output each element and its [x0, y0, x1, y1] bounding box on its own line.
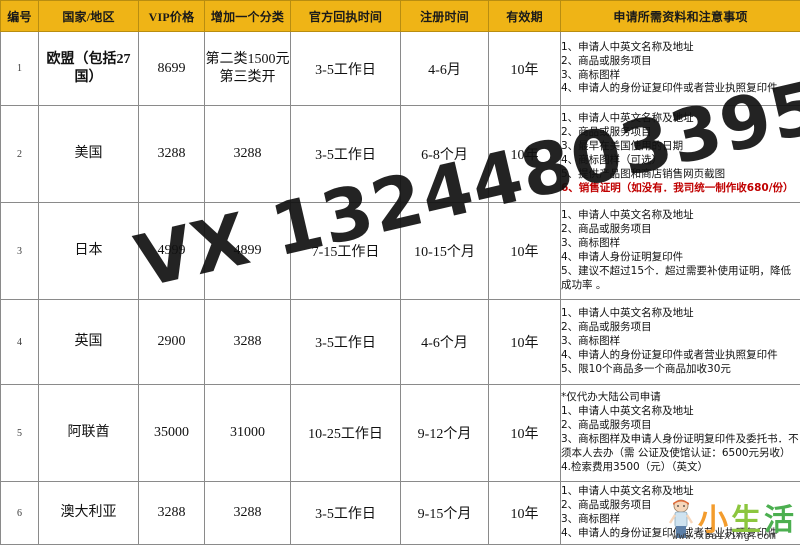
cell-vip-price[interactable]: 4999: [138, 202, 205, 300]
table-row[interactable]: 5 阿联酋 35000 31000 10-25工作日 9-12个月 10年 *仅代办大陆公司申…: [0, 384, 800, 482]
table-row[interactable]: 6 澳大利亚 3288 3288 3-5工作日 9-15个月 10年 1、申请人中英文名称及地…: [0, 481, 800, 545]
note-line: 1、申请人中英文名称及地址: [561, 405, 694, 418]
note-line: 3、商标图样: [561, 237, 621, 250]
cell-extra-class[interactable]: 第二类1500元第三类开: [204, 31, 291, 106]
cell-extra-class[interactable]: 4899: [204, 202, 291, 300]
note-line: 4、申请人的身份证复印件或者营业执照复印件: [561, 348, 778, 361]
note-line: 2、商品或服务项目: [561, 321, 652, 334]
note-line: 3、最早在美国使用的日期: [561, 140, 684, 153]
column-header-country[interactable]: 国家/地区: [38, 0, 139, 32]
cell-receipt-time[interactable]: 3-5工作日: [290, 105, 401, 203]
cell-vip-price[interactable]: 2900: [138, 299, 205, 385]
note-line: 5、限10个商品多一个商品加收30元: [561, 362, 731, 375]
cell-validity[interactable]: 10年: [488, 384, 561, 482]
cell-country[interactable]: 阿联酋: [38, 384, 139, 482]
note-line: 1、申请人中英文名称及地址: [561, 40, 694, 53]
note-line: 4、申请人的身份证复印件或者营业执照复印件: [561, 82, 778, 95]
cell-registration-time[interactable]: 4-6个月: [400, 299, 489, 385]
note-line: 3、商标图样: [561, 68, 621, 81]
cell-notes[interactable]: 1、申请人中英文名称及地址 2、商品或服务项目 3、商标图样 4、申请人身份证明复印件…: [560, 202, 800, 300]
column-header-registration-time[interactable]: 注册时间: [400, 0, 489, 32]
note-line: 4、申请人身份证明复印件: [561, 251, 684, 263]
cell-extra-class[interactable]: 3288: [204, 105, 291, 203]
cell-vip-price[interactable]: 3288: [138, 481, 205, 545]
column-header-index[interactable]: 编号: [0, 0, 39, 32]
cell-registration-time[interactable]: 9-15个月: [400, 481, 489, 545]
cell-registration-time[interactable]: 10-15个月: [400, 202, 489, 300]
column-header-receipt-time[interactable]: 官方回执时间: [290, 0, 401, 32]
note-line: *仅代办大陆公司申请: [561, 391, 661, 404]
cell-receipt-time[interactable]: 3-5工作日: [290, 31, 401, 106]
cell-country[interactable]: 欧盟（包括27国）: [38, 31, 139, 106]
cell-validity[interactable]: 10年: [488, 481, 561, 545]
table-row[interactable]: 1 欧盟（包括27国） 8699 第二类1500元第三类开 3-5工作日 4-6月 10年 1…: [0, 31, 800, 106]
note-line: 5、提供产品图和商店销售网页截图: [561, 167, 726, 180]
cell-country[interactable]: 日本: [38, 202, 139, 300]
column-header-validity[interactable]: 有效期: [488, 0, 561, 32]
cell-vip-price[interactable]: 3288: [138, 105, 205, 203]
column-header-price[interactable]: VIP价格: [138, 0, 205, 32]
cell-receipt-time[interactable]: 3-5工作日: [290, 481, 401, 545]
cell-index[interactable]: 6: [0, 481, 39, 545]
cell-notes[interactable]: 1、申请人中英文名称及地址 2、商品或服务项目 3、商标图样 4、申请人的身份证复印件…: [560, 299, 800, 385]
note-line: 2、商品或服务项目: [561, 54, 652, 67]
note-line: 5、建议不超过15个．超过需要补使用证明，降低成功率 。: [561, 264, 792, 291]
cell-extra-class[interactable]: 3288: [204, 299, 291, 385]
column-header-extra-class[interactable]: 增加一个分类: [204, 0, 291, 32]
cell-index[interactable]: 3: [0, 202, 39, 300]
cell-vip-price[interactable]: 8699: [138, 31, 205, 106]
note-line: 2、商品或服务项目: [561, 126, 652, 139]
cell-validity[interactable]: 10年: [488, 31, 561, 106]
note-line: 2、商品或服务项目: [561, 499, 652, 512]
cell-notes[interactable]: *仅代办大陆公司申请 1、申请人中英文名称及地址 2、商品或服务项目 3、商标图样及申…: [560, 384, 800, 482]
cell-registration-time[interactable]: 4-6月: [400, 31, 489, 106]
note-line: 1、申请人中英文名称及地址: [561, 307, 694, 320]
table-row[interactable]: 3 日本 4999 4899 7-15工作日 10-15个月 10年 1、申请人中英文名称及地…: [0, 202, 800, 300]
cell-registration-time[interactable]: 6-8个月: [400, 105, 489, 203]
cell-index[interactable]: 4: [0, 299, 39, 385]
cell-index[interactable]: 5: [0, 384, 39, 482]
note-line: 1、申请人中英文名称及地址: [561, 209, 694, 222]
note-line: 1、申请人中英文名称及地址: [561, 485, 694, 498]
note-line: 6、销售证明（如没有．我司统一制作收680/份）: [561, 181, 794, 194]
cell-extra-class[interactable]: 31000: [204, 384, 291, 482]
cell-receipt-time[interactable]: 10-25工作日: [290, 384, 401, 482]
note-line: 4、申请人的身份证复印件或者营业执照复印件: [561, 526, 778, 539]
cell-notes[interactable]: 1、申请人中英文名称及地址 2、商品或服务项目 3、最早在美国使用的日期 4、商标图样…: [560, 105, 800, 203]
table-row[interactable]: 2 美国 3288 3288 3-5工作日 6-8个月 10年 1、申请人中英文名称及地址 2、…: [0, 105, 800, 203]
cell-index[interactable]: 2: [0, 105, 39, 203]
cell-notes[interactable]: 1、申请人中英文名称及地址 2、商品或服务项目 3、商标图样 4、申请人的身份证复印件…: [560, 481, 800, 545]
table-row[interactable]: 4 英国 2900 3288 3-5工作日 4-6个月 10年 1、申请人中英文名称及地址 2、…: [0, 299, 800, 385]
table-body: 1 欧盟（包括27国） 8699 第二类1500元第三类开 3-5工作日 4-6月 10年 1…: [0, 31, 800, 545]
column-header-notes[interactable]: 申请所需资料和注意事项: [560, 0, 800, 32]
cell-notes[interactable]: 1、申请人中英文名称及地址 2、商品或服务项目 3、商标图样 4、申请人的身份证复印件…: [560, 31, 800, 106]
cell-country[interactable]: 英国: [38, 299, 139, 385]
table-header-row: 编号 国家/地区 VIP价格 增加一个分类 官方回执时间 注册时间 有效期 申请…: [0, 0, 800, 32]
cell-validity[interactable]: 10年: [488, 105, 561, 203]
cell-country[interactable]: 美国: [38, 105, 139, 203]
cell-receipt-time[interactable]: 7-15工作日: [290, 202, 401, 300]
note-line: 3、商标图样及申请人身份证明复印件及委托书．不须本人去办（需 公证及使馆认证：6…: [561, 433, 799, 473]
cell-country[interactable]: 澳大利亚: [38, 481, 139, 545]
cell-vip-price[interactable]: 35000: [138, 384, 205, 482]
note-line: 3、商标图样: [561, 335, 621, 348]
cell-index[interactable]: 1: [0, 31, 39, 106]
cell-extra-class[interactable]: 3288: [204, 481, 291, 545]
cell-registration-time[interactable]: 9-12个月: [400, 384, 489, 482]
cell-validity[interactable]: 10年: [488, 299, 561, 385]
note-line: 2、商品或服务项目: [561, 419, 652, 432]
cell-validity[interactable]: 10年: [488, 202, 561, 300]
note-line: 1、申请人中英文名称及地址: [561, 112, 694, 125]
note-line: 4、商标图样（可选）: [561, 154, 663, 166]
note-line: 3、商标图样: [561, 513, 621, 525]
cell-receipt-time[interactable]: 3-5工作日: [290, 299, 401, 385]
note-line: 2、商品或服务项目: [561, 223, 652, 236]
